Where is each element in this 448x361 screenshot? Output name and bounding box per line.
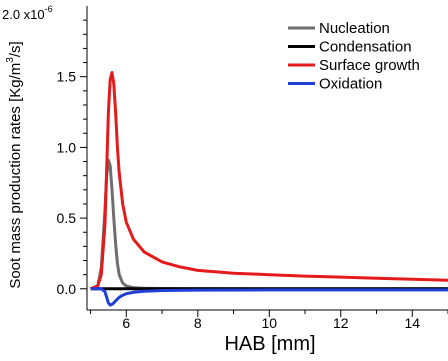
y-multiplier-base: 2.0 x10 bbox=[2, 7, 45, 22]
y-axis-title-main: Soot mass production rates [Kg/m bbox=[7, 63, 24, 289]
y-tick-label: 0.5 bbox=[57, 210, 77, 226]
legend-label: Surface growth bbox=[319, 57, 420, 74]
legend-label: Nucleation bbox=[319, 20, 390, 37]
y-multiplier-label: 2.0 x10-6 bbox=[2, 4, 53, 22]
x-tick-label: 14 bbox=[404, 315, 420, 331]
x-tick-label: 8 bbox=[194, 315, 202, 331]
legend-label: Condensation bbox=[319, 39, 412, 56]
y-tick-label: 0.0 bbox=[57, 281, 77, 297]
y-axis-title: Soot mass production rates [Kg/m3/s] bbox=[5, 41, 24, 288]
y-tick-label: 1.0 bbox=[57, 139, 77, 155]
y-tick-label: 1.5 bbox=[57, 69, 77, 85]
x-tick-label: 12 bbox=[333, 315, 349, 331]
y-multiplier-exponent: -6 bbox=[45, 4, 53, 14]
x-axis-title: HAB [mm] bbox=[224, 333, 315, 355]
series-line-oxidation bbox=[90, 287, 448, 307]
plot-lines bbox=[90, 71, 448, 307]
y-axis-title-suffix: /s] bbox=[7, 41, 24, 57]
y-axis-title-superscript: 3 bbox=[5, 57, 16, 63]
series-line-surface-growth bbox=[90, 71, 448, 291]
axes: 6 8 10 12 14 0.0 0.5 1.0 1.5 bbox=[57, 6, 448, 331]
x-tick-label: 10 bbox=[261, 315, 277, 331]
series-line-nucleation bbox=[90, 158, 448, 291]
legend-label: Oxidation bbox=[319, 76, 382, 93]
x-tick-label: 6 bbox=[122, 315, 130, 331]
